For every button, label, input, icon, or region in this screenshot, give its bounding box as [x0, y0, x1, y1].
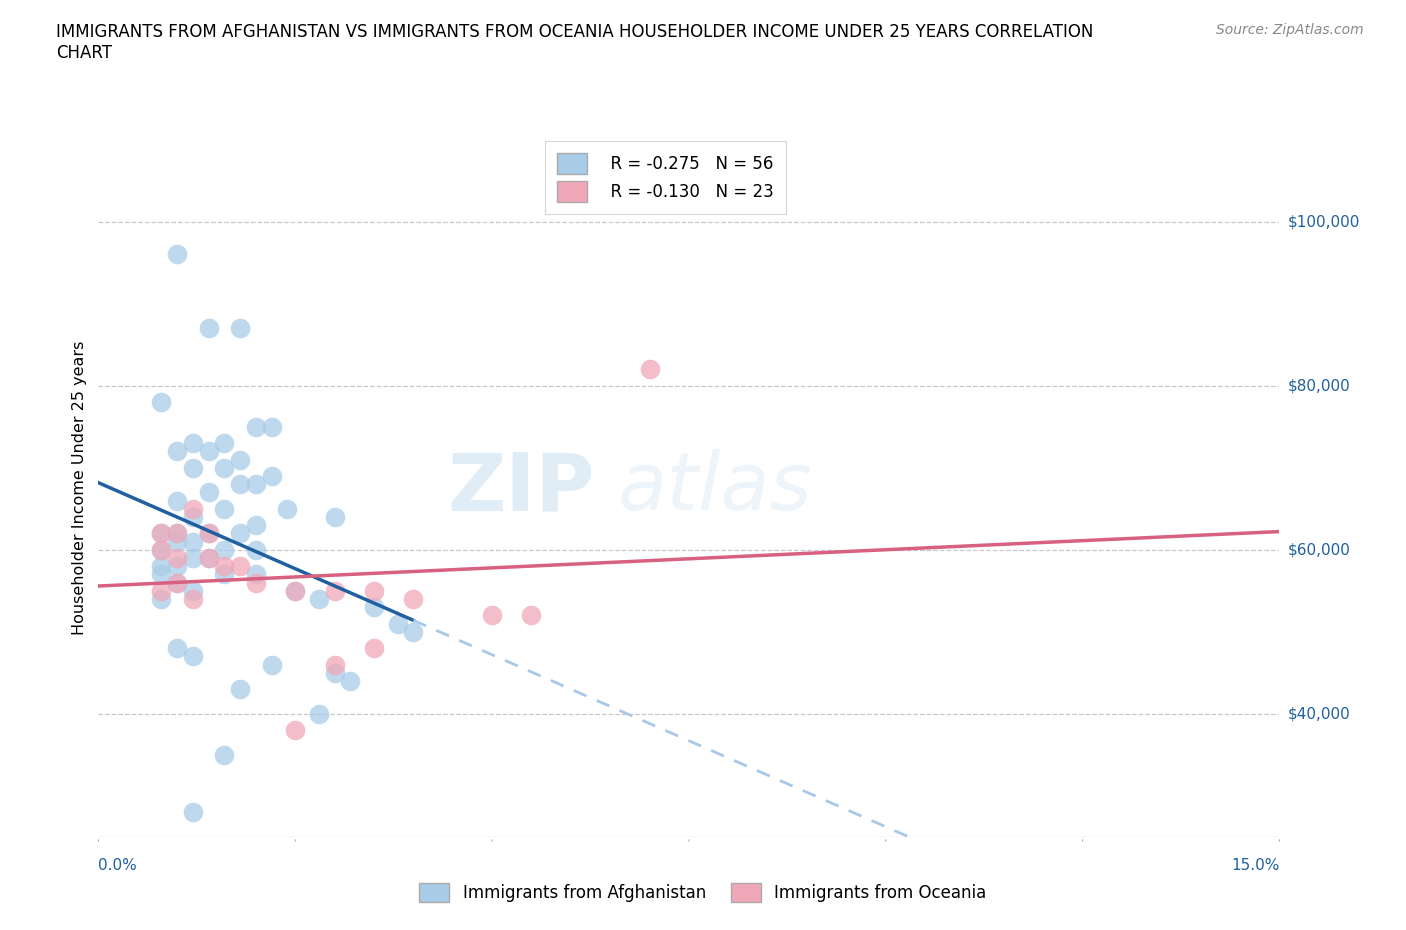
Point	[166, 575, 188, 590]
Point	[363, 641, 385, 656]
Point	[520, 608, 543, 623]
Legend:   R = -0.275   N = 56,   R = -0.130   N = 23: R = -0.275 N = 56, R = -0.130 N = 23	[546, 140, 786, 214]
Point	[229, 477, 252, 492]
Point	[197, 551, 219, 565]
Text: 0.0%: 0.0%	[98, 857, 138, 872]
Point	[276, 501, 298, 516]
Point	[181, 551, 204, 565]
Point	[166, 575, 188, 590]
Point	[181, 583, 204, 598]
Point	[402, 591, 425, 606]
Point	[150, 559, 173, 574]
Point	[150, 526, 173, 541]
Point	[166, 247, 188, 262]
Point	[150, 542, 173, 557]
Text: $40,000: $40,000	[1288, 707, 1351, 722]
Point	[214, 542, 236, 557]
Point	[245, 542, 267, 557]
Point	[166, 551, 188, 565]
Point	[260, 469, 283, 484]
Point	[245, 477, 267, 492]
Point	[363, 600, 385, 615]
Point	[181, 805, 204, 820]
Point	[166, 526, 188, 541]
Point	[323, 510, 346, 525]
Point	[323, 583, 346, 598]
Point	[214, 559, 236, 574]
Point	[214, 748, 236, 763]
Point	[181, 435, 204, 450]
Point	[260, 658, 283, 672]
Point	[214, 501, 236, 516]
Point	[150, 526, 173, 541]
Point	[166, 641, 188, 656]
Point	[229, 559, 252, 574]
Point	[260, 419, 283, 434]
Point	[150, 542, 173, 557]
Point	[229, 452, 252, 467]
Point	[245, 567, 267, 582]
Point	[150, 591, 173, 606]
Point	[638, 362, 661, 377]
Point	[166, 526, 188, 541]
Point	[181, 649, 204, 664]
Point	[181, 510, 204, 525]
Point	[150, 583, 173, 598]
Point	[245, 575, 267, 590]
Point	[363, 583, 385, 598]
Point	[197, 551, 219, 565]
Text: $60,000: $60,000	[1288, 542, 1351, 557]
Point	[181, 534, 204, 549]
Point	[245, 419, 267, 434]
Point	[323, 658, 346, 672]
Point	[181, 501, 204, 516]
Point	[197, 526, 219, 541]
Point	[284, 723, 307, 737]
Point	[214, 567, 236, 582]
Text: ZIP: ZIP	[447, 449, 595, 527]
Point	[150, 567, 173, 582]
Point	[150, 394, 173, 409]
Text: $100,000: $100,000	[1288, 214, 1360, 229]
Point	[214, 460, 236, 475]
Text: $80,000: $80,000	[1288, 379, 1351, 393]
Text: 15.0%: 15.0%	[1232, 857, 1279, 872]
Point	[387, 617, 409, 631]
Text: atlas: atlas	[619, 449, 813, 527]
Point	[308, 591, 330, 606]
Point	[229, 321, 252, 336]
Point	[166, 493, 188, 508]
Point	[197, 526, 219, 541]
Point	[339, 673, 361, 688]
Point	[229, 526, 252, 541]
Point	[284, 583, 307, 598]
Point	[402, 624, 425, 639]
Point	[214, 435, 236, 450]
Legend: Immigrants from Afghanistan, Immigrants from Oceania: Immigrants from Afghanistan, Immigrants …	[411, 874, 995, 910]
Point	[245, 518, 267, 533]
Point	[166, 559, 188, 574]
Text: Source: ZipAtlas.com: Source: ZipAtlas.com	[1216, 23, 1364, 37]
Point	[197, 444, 219, 458]
Point	[481, 608, 503, 623]
Point	[229, 682, 252, 697]
Point	[181, 460, 204, 475]
Y-axis label: Householder Income Under 25 years: Householder Income Under 25 years	[72, 341, 87, 635]
Text: IMMIGRANTS FROM AFGHANISTAN VS IMMIGRANTS FROM OCEANIA HOUSEHOLDER INCOME UNDER : IMMIGRANTS FROM AFGHANISTAN VS IMMIGRANT…	[56, 23, 1094, 62]
Point	[197, 485, 219, 499]
Point	[197, 321, 219, 336]
Point	[308, 707, 330, 722]
Point	[166, 444, 188, 458]
Point	[181, 591, 204, 606]
Point	[166, 534, 188, 549]
Point	[284, 583, 307, 598]
Point	[323, 666, 346, 681]
